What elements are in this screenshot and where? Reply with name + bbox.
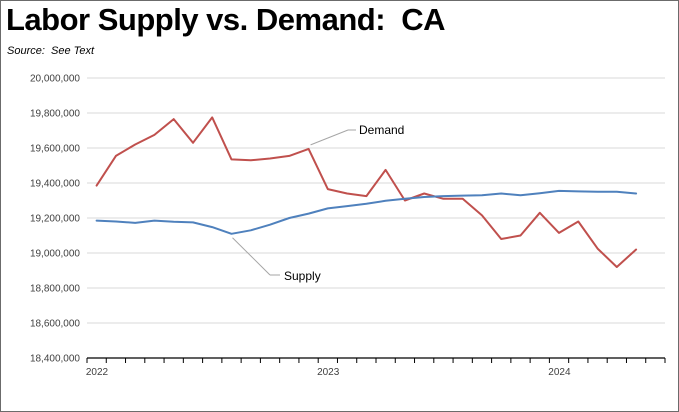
supply-leader-line xyxy=(232,237,271,276)
x-axis xyxy=(86,357,666,363)
y-tick-label: 18,400,000 xyxy=(30,354,80,365)
demand-label: Demand xyxy=(359,123,404,137)
series-lines xyxy=(95,116,638,268)
y-tick-label: 20,000,000 xyxy=(30,74,80,85)
chart-title: Labor Supply vs. Demand: CA xyxy=(6,2,446,37)
y-axis-labels: 18,400,000 18,600,000 18,800,000 19,000,000… xyxy=(30,74,80,365)
y-tick-label: 19,400,000 xyxy=(30,179,80,190)
x-tick-label: 2022 xyxy=(86,367,109,378)
source-note: Source: See Text xyxy=(7,45,95,57)
y-tick-label: 19,600,000 xyxy=(30,144,80,155)
y-tick-label: 18,600,000 xyxy=(30,319,80,330)
supply-label: Supply xyxy=(284,269,321,283)
y-tick-label: 19,800,000 xyxy=(30,109,80,120)
demand-leader-line xyxy=(310,129,349,146)
x-tick-label: 2023 xyxy=(317,367,340,378)
y-tick-label: 19,000,000 xyxy=(30,249,80,260)
annotations: Demand Supply xyxy=(232,123,404,283)
x-axis-labels: 2022 2023 2024 xyxy=(86,367,571,378)
series-line-supply xyxy=(95,189,638,235)
x-tick-label: 2024 xyxy=(548,367,571,378)
grid-lines xyxy=(87,77,665,324)
y-tick-label: 18,800,000 xyxy=(30,284,80,295)
series-line-demand xyxy=(95,116,638,268)
y-tick-label: 19,200,000 xyxy=(30,214,80,225)
